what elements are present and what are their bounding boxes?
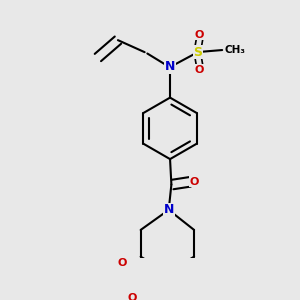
Text: O: O <box>128 292 137 300</box>
Text: N: N <box>165 60 175 74</box>
Text: O: O <box>117 257 127 268</box>
Text: S: S <box>194 46 202 59</box>
Text: O: O <box>195 64 204 75</box>
Text: CH₃: CH₃ <box>225 45 246 55</box>
Text: N: N <box>164 203 174 216</box>
Text: O: O <box>190 177 199 187</box>
Text: O: O <box>195 30 204 40</box>
